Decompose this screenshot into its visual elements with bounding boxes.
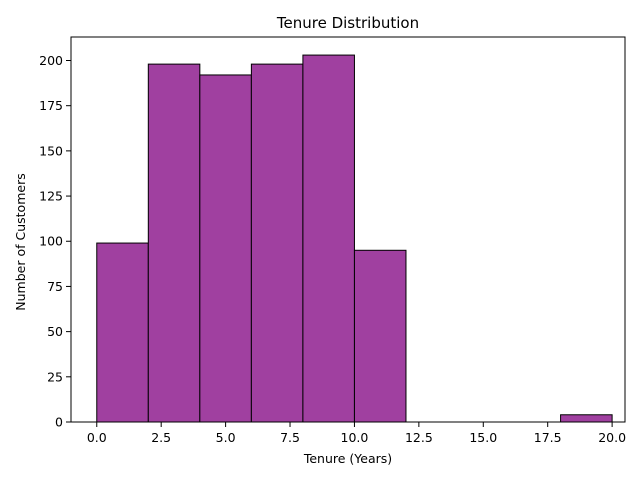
x-tick-label-4: 10.0: [341, 430, 369, 445]
x-tick-label-8: 20.0: [598, 430, 626, 445]
y-tick-label-0: 0: [55, 415, 63, 430]
y-tick-label-6: 150: [39, 143, 63, 158]
plot-frame: [70, 36, 626, 423]
x-tick-label-7: 17.5: [534, 430, 562, 445]
histogram-bar-4: [302, 54, 355, 423]
y-tick-label-4: 100: [39, 234, 63, 249]
histogram-bar-0: [96, 242, 149, 423]
y-axis-label: Number of Customers: [13, 173, 28, 310]
x-tick-label-6: 15.0: [469, 430, 497, 445]
y-tick-label-7: 175: [39, 98, 63, 113]
histogram-bar-1: [147, 63, 201, 423]
y-tick-label-2: 50: [47, 324, 63, 339]
histogram-bar-5: [353, 249, 407, 423]
histogram-bar-3: [250, 63, 304, 423]
x-tick-label-5: 12.5: [405, 430, 433, 445]
chart-title: Tenure Distribution: [276, 14, 419, 32]
x-tick-label-2: 5.0: [216, 430, 236, 445]
x-tick-label-1: 2.5: [151, 430, 171, 445]
y-tick-label-1: 25: [47, 369, 63, 384]
bars-group: [96, 54, 613, 423]
y-tick-label-5: 125: [39, 189, 63, 204]
x-axis-label: Tenure (Years): [303, 451, 392, 466]
x-tick-label-3: 7.5: [280, 430, 300, 445]
y-tick-label-8: 200: [39, 53, 63, 68]
histogram-bar-2: [199, 74, 252, 423]
x-tick-label-0: 0.0: [87, 430, 107, 445]
histogram-bar-9: [560, 414, 613, 423]
y-tick-label-3: 75: [47, 279, 63, 294]
y-axis-ticks: 0 25 50 75 100 125 150 175 200: [39, 53, 71, 430]
x-axis-ticks: 0.0 2.5 5.0 7.5 10.0 12.5 15.0 17.5 20.0: [87, 422, 626, 445]
